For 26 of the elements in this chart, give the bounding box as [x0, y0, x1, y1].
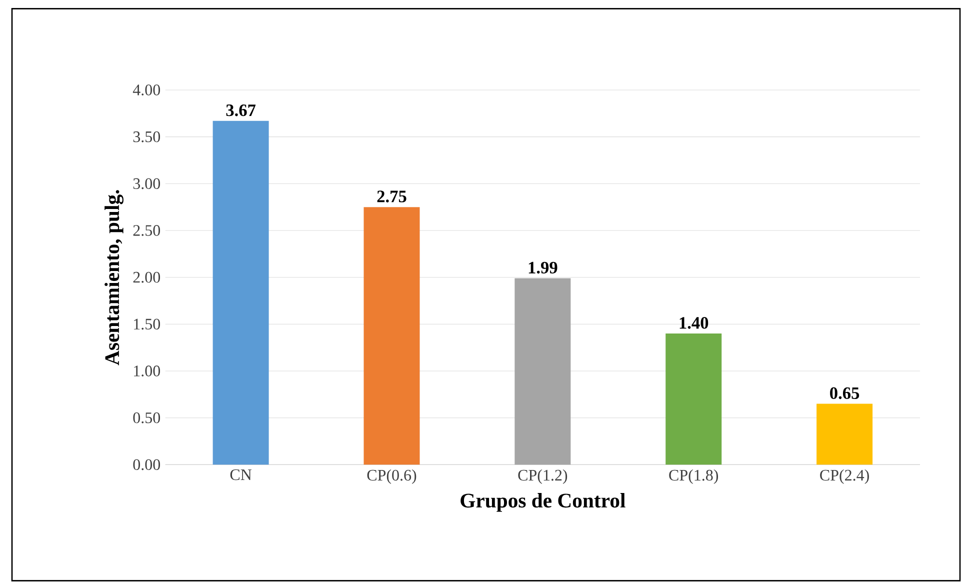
y-axis-title: Asentamiento, pulg. — [104, 190, 124, 366]
y-tick-label: 3.50 — [133, 131, 160, 142]
y-tick-label: 0.00 — [133, 459, 160, 470]
x-axis-title: Grupos de Control — [460, 493, 626, 512]
data-label: 0.65 — [830, 387, 860, 400]
y-tick-label: 2.00 — [133, 272, 160, 283]
bar — [364, 207, 420, 465]
y-tick-label: 1.50 — [134, 318, 160, 330]
x-tick-label: CP(1.2) — [518, 469, 568, 484]
bar — [816, 404, 873, 465]
data-label: 2.75 — [377, 190, 406, 202]
bar — [212, 120, 269, 465]
bar — [514, 278, 571, 465]
x-tick-label: CP(2.4) — [820, 469, 869, 484]
y-tick-label: 3.00 — [133, 178, 160, 190]
x-tick-label: CN — [230, 469, 252, 480]
data-label: 1.99 — [528, 262, 558, 274]
data-label: 1.40 — [680, 317, 708, 329]
x-tick-label: CP(1.8) — [669, 469, 718, 484]
data-label: 3.67 — [226, 104, 256, 116]
y-tick-label: 0.50 — [133, 412, 160, 424]
x-tick-label: CP(0.6) — [367, 469, 416, 484]
y-tick-label: 2.50 — [133, 225, 160, 236]
y-tick-label: 4.00 — [132, 84, 160, 96]
bar — [666, 334, 722, 465]
y-tick-label: 1.00 — [134, 366, 160, 376]
